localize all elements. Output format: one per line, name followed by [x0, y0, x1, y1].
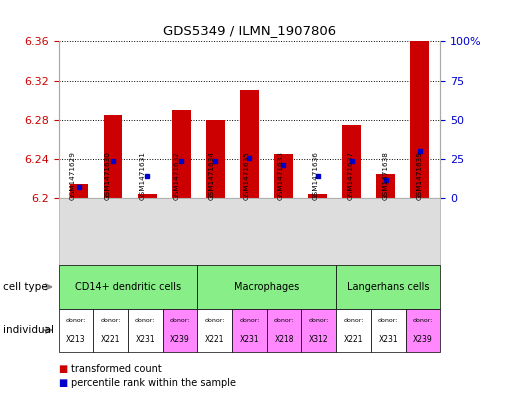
Text: donor:: donor:	[274, 318, 294, 323]
Bar	[138, 194, 157, 198]
Text: GSM1471635: GSM1471635	[243, 152, 249, 200]
Title: GDS5349 / ILMN_1907806: GDS5349 / ILMN_1907806	[163, 24, 336, 37]
Text: individual: individual	[3, 325, 53, 335]
Text: X221: X221	[344, 335, 363, 344]
Text: GSM1471633: GSM1471633	[278, 152, 284, 200]
Text: cell type: cell type	[3, 282, 47, 292]
Bar	[308, 194, 327, 198]
Text: Langerhans cells: Langerhans cells	[347, 282, 430, 292]
Bar	[240, 90, 259, 198]
Text: CD14+ dendritic cells: CD14+ dendritic cells	[75, 282, 181, 292]
Text: GSM1471639: GSM1471639	[417, 152, 423, 200]
Text: GSM1471632: GSM1471632	[174, 152, 180, 200]
Text: GSM1471631: GSM1471631	[139, 152, 145, 200]
Bar	[70, 184, 89, 198]
Text: ■: ■	[59, 364, 68, 374]
Text: GSM1471637: GSM1471637	[348, 152, 354, 200]
Text: X239: X239	[170, 335, 190, 344]
Text: donor:: donor:	[100, 318, 121, 323]
Text: X221: X221	[101, 335, 120, 344]
Text: Macrophages: Macrophages	[234, 282, 299, 292]
Bar	[342, 125, 361, 198]
Text: donor:: donor:	[413, 318, 433, 323]
Text: donor:: donor:	[66, 318, 86, 323]
Text: X231: X231	[135, 335, 155, 344]
Bar	[274, 154, 293, 198]
Text: X312: X312	[309, 335, 329, 344]
Text: GSM1471634: GSM1471634	[209, 152, 215, 200]
Bar	[172, 110, 190, 198]
Text: ■: ■	[59, 378, 68, 388]
Text: X213: X213	[66, 335, 86, 344]
Text: X218: X218	[274, 335, 294, 344]
Text: X221: X221	[205, 335, 224, 344]
Text: donor:: donor:	[344, 318, 364, 323]
Text: X231: X231	[240, 335, 259, 344]
Bar	[104, 115, 123, 198]
Text: donor:: donor:	[378, 318, 399, 323]
Text: GSM1471636: GSM1471636	[313, 152, 319, 200]
Text: X239: X239	[413, 335, 433, 344]
Text: GSM1471629: GSM1471629	[70, 152, 76, 200]
Text: donor:: donor:	[205, 318, 225, 323]
Text: percentile rank within the sample: percentile rank within the sample	[71, 378, 236, 388]
Text: transformed count: transformed count	[71, 364, 162, 374]
Bar	[410, 41, 429, 198]
Text: X231: X231	[378, 335, 398, 344]
Text: donor:: donor:	[308, 318, 329, 323]
Text: donor:: donor:	[170, 318, 190, 323]
Text: donor:: donor:	[135, 318, 155, 323]
Bar	[206, 120, 224, 198]
Text: GSM1471630: GSM1471630	[104, 152, 110, 200]
Bar	[376, 174, 395, 198]
Text: donor:: donor:	[239, 318, 260, 323]
Text: GSM1471638: GSM1471638	[382, 152, 388, 200]
